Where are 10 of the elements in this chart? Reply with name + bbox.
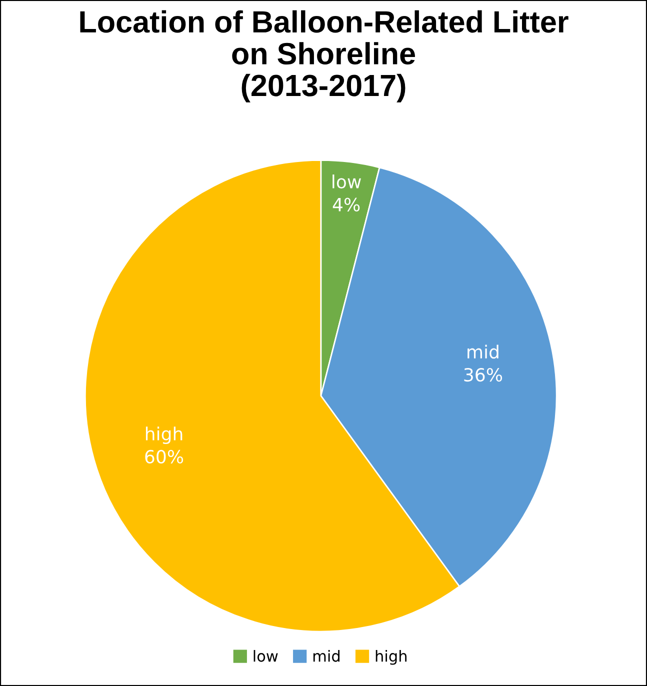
legend-label: high [376,650,407,665]
data-label: 60% [145,450,184,464]
data-label: 4% [332,198,360,212]
legend-label: mid [313,650,340,662]
slice-label: high [146,426,182,444]
chart-title: Location of Balloon-Related Litter on Shoreline (2013-2017) [80,10,568,102]
slice-label: low [332,174,361,188]
data-label: 36% [464,368,502,382]
slice-label: mid [468,344,498,359]
legend-label: low [254,650,278,662]
